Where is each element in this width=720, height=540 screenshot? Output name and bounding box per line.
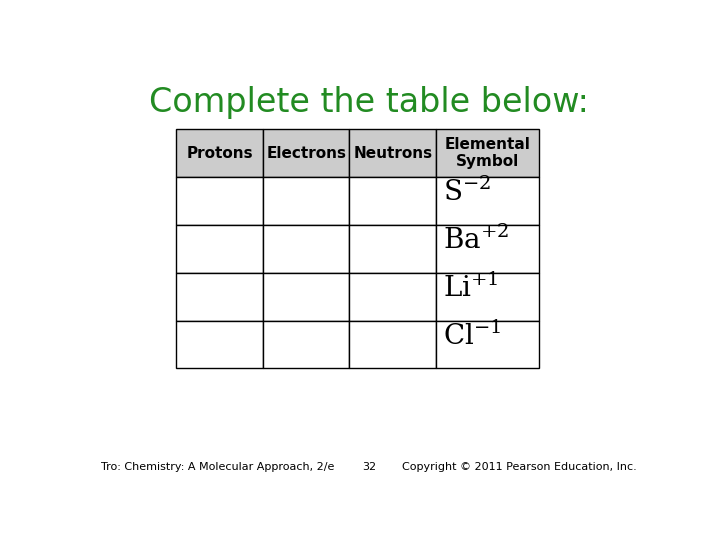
FancyBboxPatch shape	[349, 129, 436, 177]
FancyBboxPatch shape	[436, 273, 539, 321]
FancyBboxPatch shape	[436, 321, 539, 368]
FancyBboxPatch shape	[436, 225, 539, 273]
Text: Li$^{\mathregular{+1}}$: Li$^{\mathregular{+1}}$	[443, 273, 498, 303]
Text: Complete the table below:: Complete the table below:	[149, 86, 589, 119]
FancyBboxPatch shape	[176, 321, 263, 368]
Text: Cl$^{\mathregular{-1}}$: Cl$^{\mathregular{-1}}$	[443, 321, 501, 351]
FancyBboxPatch shape	[436, 177, 539, 225]
FancyBboxPatch shape	[349, 273, 436, 321]
Text: Ba$^{\mathregular{+2}}$: Ba$^{\mathregular{+2}}$	[443, 225, 508, 255]
Text: Copyright © 2011 Pearson Education, Inc.: Copyright © 2011 Pearson Education, Inc.	[402, 462, 637, 472]
FancyBboxPatch shape	[176, 225, 263, 273]
FancyBboxPatch shape	[176, 177, 263, 225]
Text: S$^{\mathregular{-2}}$: S$^{\mathregular{-2}}$	[443, 178, 491, 207]
FancyBboxPatch shape	[263, 225, 349, 273]
Text: Elemental
Symbol: Elemental Symbol	[445, 137, 531, 170]
Text: Electrons: Electrons	[266, 146, 346, 161]
Text: Protons: Protons	[186, 146, 253, 161]
FancyBboxPatch shape	[263, 321, 349, 368]
FancyBboxPatch shape	[349, 321, 436, 368]
FancyBboxPatch shape	[176, 129, 263, 177]
FancyBboxPatch shape	[436, 129, 539, 177]
FancyBboxPatch shape	[263, 129, 349, 177]
FancyBboxPatch shape	[263, 273, 349, 321]
FancyBboxPatch shape	[263, 177, 349, 225]
Text: 32: 32	[362, 462, 376, 472]
FancyBboxPatch shape	[176, 273, 263, 321]
FancyBboxPatch shape	[349, 225, 436, 273]
Text: Tro: Chemistry: A Molecular Approach, 2/e: Tro: Chemistry: A Molecular Approach, 2/…	[101, 462, 335, 472]
Text: Neutrons: Neutrons	[353, 146, 432, 161]
FancyBboxPatch shape	[349, 177, 436, 225]
